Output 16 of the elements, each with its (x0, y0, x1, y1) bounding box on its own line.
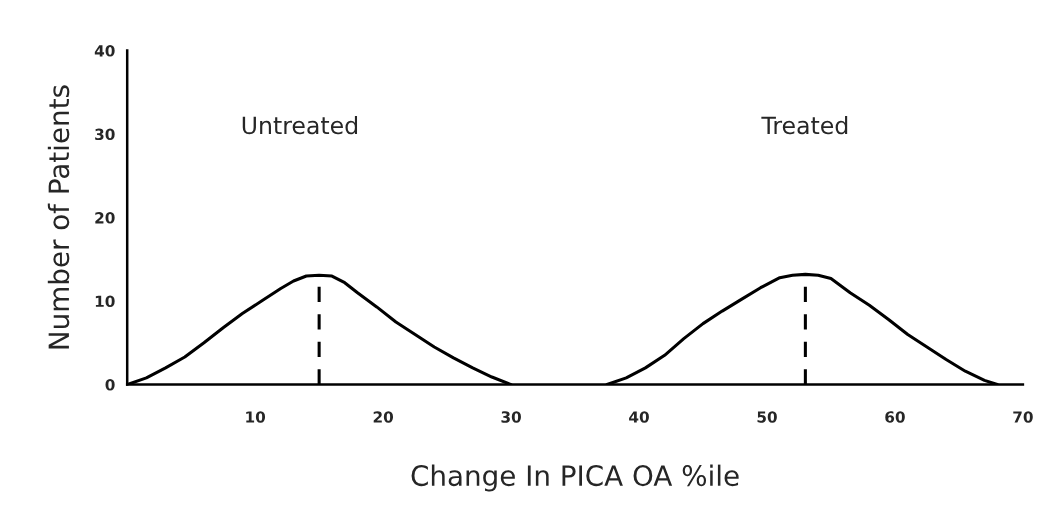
x-tick-label: 50 (757, 411, 777, 423)
y-tick-label: 0 (105, 379, 115, 391)
x-tick-label: 10 (246, 411, 266, 423)
x-tick-label: 70 (1013, 411, 1033, 423)
y-tick-label: 20 (95, 212, 115, 224)
x-axis-title: Change In PICA OA %ile (411, 464, 739, 492)
annotation: Treated (761, 115, 848, 135)
y-axis-title: Number of Patients (47, 85, 70, 349)
x-tick-label: 20 (373, 411, 394, 423)
annotation: Untreated (242, 115, 358, 135)
x-tick-label: 60 (885, 411, 905, 423)
y-tick-label: 30 (95, 128, 115, 141)
x-tick-label: 30 (501, 411, 521, 423)
y-tick-label: 10 (95, 295, 115, 308)
x-tick-label: 40 (629, 411, 649, 423)
y-tick-label: 40 (94, 45, 115, 57)
